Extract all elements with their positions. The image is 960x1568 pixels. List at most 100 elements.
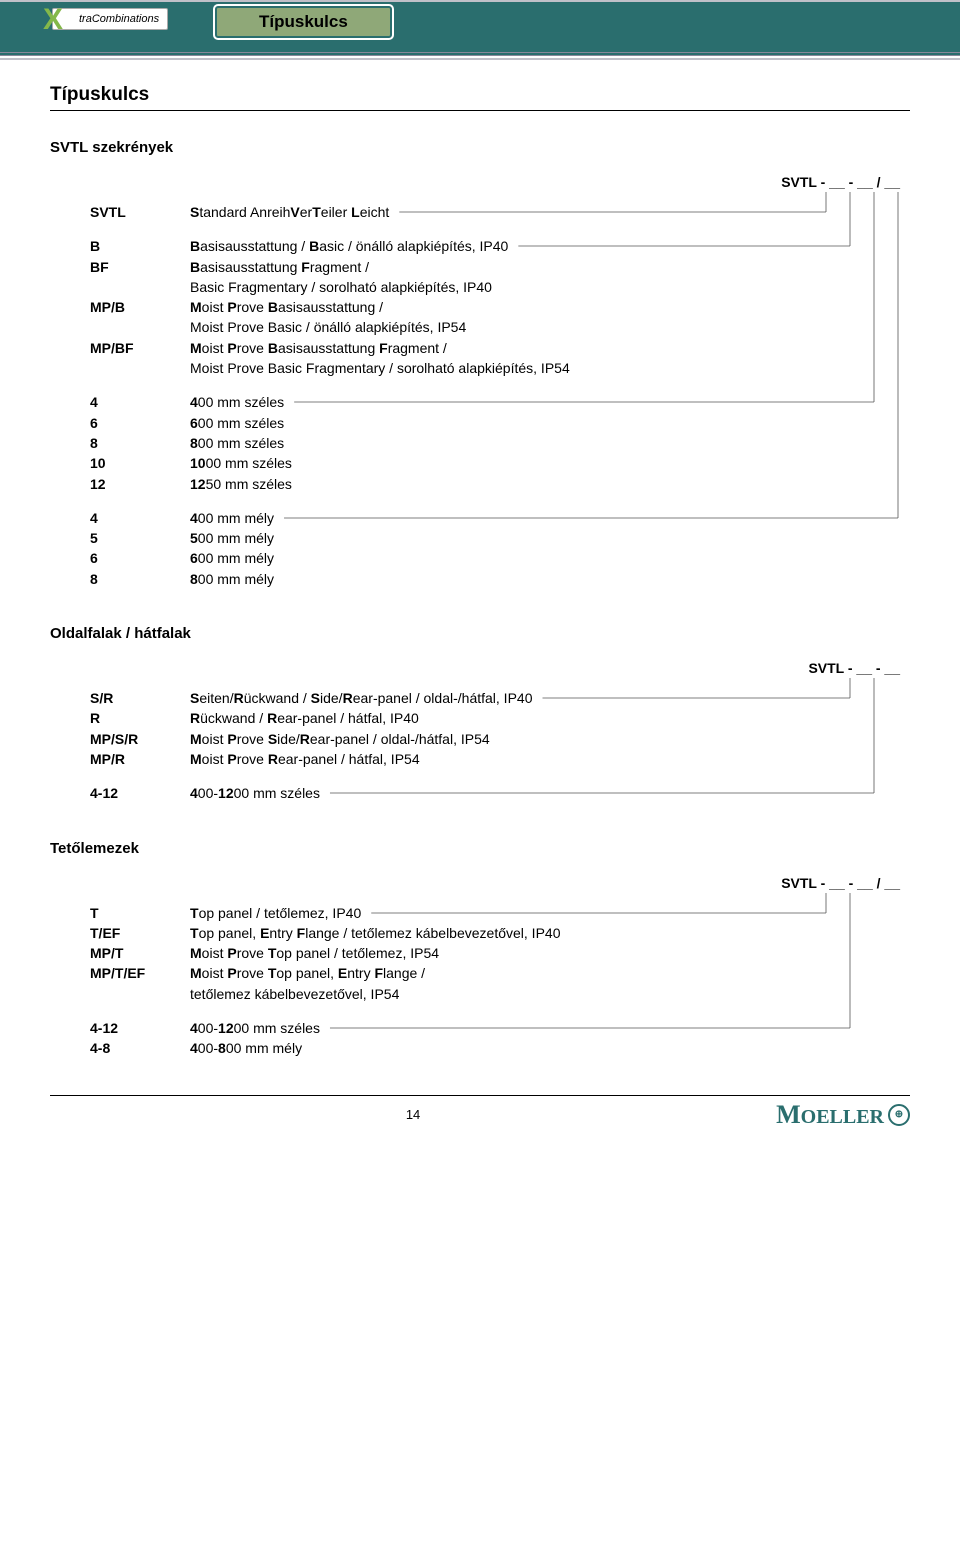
sections-container: SVTL szekrényekSVTL - __ - __ / __SVTLSt… [50, 139, 910, 1059]
code-cell: BF [90, 257, 190, 277]
code-row: BFBasisausstattung Fragment / [90, 257, 910, 277]
code-cell: R [90, 708, 190, 728]
code-row-cont: Moist Prove Basic / önálló alapkiépítés,… [90, 317, 910, 337]
page-title: Típuskulcs [50, 84, 910, 111]
code-row: S/RSeiten/Rückwand / Side/Rear-panel / o… [90, 688, 910, 708]
desc-cell: Moist Prove Top panel / tetőlemez, IP54 [190, 943, 910, 963]
header-tab-title: Típuskulcs [215, 6, 392, 38]
code-group: 4-12400-1200 mm széles [90, 783, 910, 803]
brand-mark-icon: ⊕ [888, 1104, 910, 1126]
code-row: 5500 mm mély [90, 528, 910, 548]
code-row: BBasisausstattung / Basic / önálló alapk… [90, 236, 910, 256]
code-row: MP/TMoist Prove Top panel / tetőlemez, I… [90, 943, 910, 963]
desc-cell: 600 mm széles [190, 413, 910, 433]
desc-cell: 500 mm mély [190, 528, 910, 548]
pattern-code: SVTL - __ - __ / __ [90, 174, 910, 190]
code-row: 6600 mm mély [90, 548, 910, 568]
code-cell: 10 [90, 453, 190, 473]
desc-cell: Basisausstattung / Basic / önálló alapki… [190, 236, 910, 256]
section: Tetőlemezek SVTL - __ - __ / __ TTop panel… [50, 840, 910, 1059]
code-row-cont: Basic Fragmentary / sorolható alapkiépít… [90, 277, 910, 297]
section: Oldalfalak / hátfalakSVTL - __ - __S/RSe… [50, 625, 910, 803]
code-cell: MP/BF [90, 338, 190, 358]
desc-cell: 400-800 mm mély [190, 1038, 910, 1058]
code-row: 4400 mm mély [90, 508, 910, 528]
logo-text: traCombinations [79, 13, 159, 25]
code-cell: 8 [90, 433, 190, 453]
code-cell: 4-12 [90, 1018, 190, 1038]
code-cell: 12 [90, 474, 190, 494]
code-cell: 6 [90, 413, 190, 433]
code-row: SVTLStandard AnreihVerTeiler Leicht [90, 202, 910, 222]
code-group: TTop panel / tetőlemez, IP40T/EFTop pane… [90, 903, 910, 1004]
code-row: 8800 mm széles [90, 433, 910, 453]
code-cell: 8 [90, 569, 190, 589]
section: SVTL szekrényekSVTL - __ - __ / __SVTLSt… [50, 139, 910, 589]
code-group: BBasisausstattung / Basic / önálló alapk… [90, 236, 910, 378]
desc-cell: 400 mm széles [190, 392, 910, 412]
desc-cell: 800 mm széles [190, 433, 910, 453]
desc-cell: 400 mm mély [190, 508, 910, 528]
code-row-cont: tetőlemez kábelbevezetővel, IP54 [90, 984, 910, 1004]
pattern-code: SVTL - __ - __ / __ [90, 875, 910, 891]
key-table: SVTL - __ - __ / __ TTop panel / tetőleme… [90, 875, 910, 1059]
code-cell: MP/B [90, 297, 190, 317]
code-group: 4400 mm széles6600 mm széles8800 mm szél… [90, 392, 910, 493]
code-cell: MP/T [90, 943, 190, 963]
code-cell: 4 [90, 508, 190, 528]
code-row: 101000 mm széles [90, 453, 910, 473]
code-cell: T [90, 903, 190, 923]
desc-cell: Moist Prove Basic / önálló alapkiépítés,… [190, 317, 910, 337]
desc-cell: 400-1200 mm széles [190, 1018, 910, 1038]
desc-cell: Seiten/Rückwand / Side/Rear-panel / olda… [190, 688, 910, 708]
brand-logo: MOELLER ⊕ [776, 1100, 910, 1130]
desc-cell: Moist Prove Rear-panel / hátfal, IP54 [190, 749, 910, 769]
code-row: T/EFTop panel, Entry Flange / tetőlemez … [90, 923, 910, 943]
code-row: 8800 mm mély [90, 569, 910, 589]
code-cell: S/R [90, 688, 190, 708]
code-cell: MP/R [90, 749, 190, 769]
desc-cell: Moist Prove Top panel, Entry Flange / [190, 963, 910, 983]
desc-cell: Moist Prove Side/Rear-panel / oldal-/hát… [190, 729, 910, 749]
desc-cell: Standard AnreihVerTeiler Leicht [190, 202, 910, 222]
code-row: MP/T/EFMoist Prove Top panel, Entry Flan… [90, 963, 910, 983]
key-table: SVTL - __ - __ / __ SVTLStandard AnreihVe… [90, 174, 910, 589]
pattern-code: SVTL - __ - __ [90, 660, 910, 676]
code-row: RRückwand / Rear-panel / hátfal, IP40 [90, 708, 910, 728]
section-title: Tetőlemezek [50, 840, 910, 857]
code-row: 4400 mm széles [90, 392, 910, 412]
code-row: MP/RMoist Prove Rear-panel / hátfal, IP5… [90, 749, 910, 769]
desc-cell: 400-1200 mm széles [190, 783, 910, 803]
code-cell: MP/T/EF [90, 963, 190, 983]
code-cell: 4 [90, 392, 190, 412]
code-row: MP/S/RMoist Prove Side/Rear-panel / olda… [90, 729, 910, 749]
code-row: 4-8400-800 mm mély [90, 1038, 910, 1058]
code-row: 121250 mm széles [90, 474, 910, 494]
code-row: 6600 mm széles [90, 413, 910, 433]
desc-cell: Moist Prove Basisausstattung Fragment / [190, 338, 910, 358]
code-group: 4-12400-1200 mm széles4-8400-800 mm mély [90, 1018, 910, 1059]
desc-cell: Basic Fragmentary / sorolható alapkiépít… [190, 277, 910, 297]
desc-cell: Top panel, Entry Flange / tetőlemez kábe… [190, 923, 910, 943]
desc-cell: 1000 mm széles [190, 453, 910, 473]
desc-cell: Rückwand / Rear-panel / hátfal, IP40 [190, 708, 910, 728]
logo-badge: X traCombinations [52, 8, 168, 30]
code-row: 4-12400-1200 mm széles [90, 783, 910, 803]
code-cell: MP/S/R [90, 729, 190, 749]
code-cell: SVTL [90, 202, 190, 222]
code-cell: 4-12 [90, 783, 190, 803]
footer: 14 MOELLER ⊕ [50, 1095, 910, 1130]
code-row: MP/BFMoist Prove Basisausstattung Fragme… [90, 338, 910, 358]
code-group: SVTLStandard AnreihVerTeiler Leicht [90, 202, 910, 222]
page-body: Típuskulcs SVTL szekrényekSVTL - __ - __… [0, 56, 960, 1150]
key-table: SVTL - __ - __ S/RSeiten/Rückwand / Side/… [90, 660, 910, 803]
code-cell: B [90, 236, 190, 256]
code-row: MP/BMoist Prove Basisausstattung / [90, 297, 910, 317]
code-cell: 5 [90, 528, 190, 548]
code-cell: T/EF [90, 923, 190, 943]
desc-cell: 800 mm mély [190, 569, 910, 589]
desc-cell: Moist Prove Basic Fragmentary / sorolhat… [190, 358, 910, 378]
desc-cell: tetőlemez kábelbevezetővel, IP54 [190, 984, 910, 1004]
code-group: S/RSeiten/Rückwand / Side/Rear-panel / o… [90, 688, 910, 769]
code-row: 4-12400-1200 mm széles [90, 1018, 910, 1038]
